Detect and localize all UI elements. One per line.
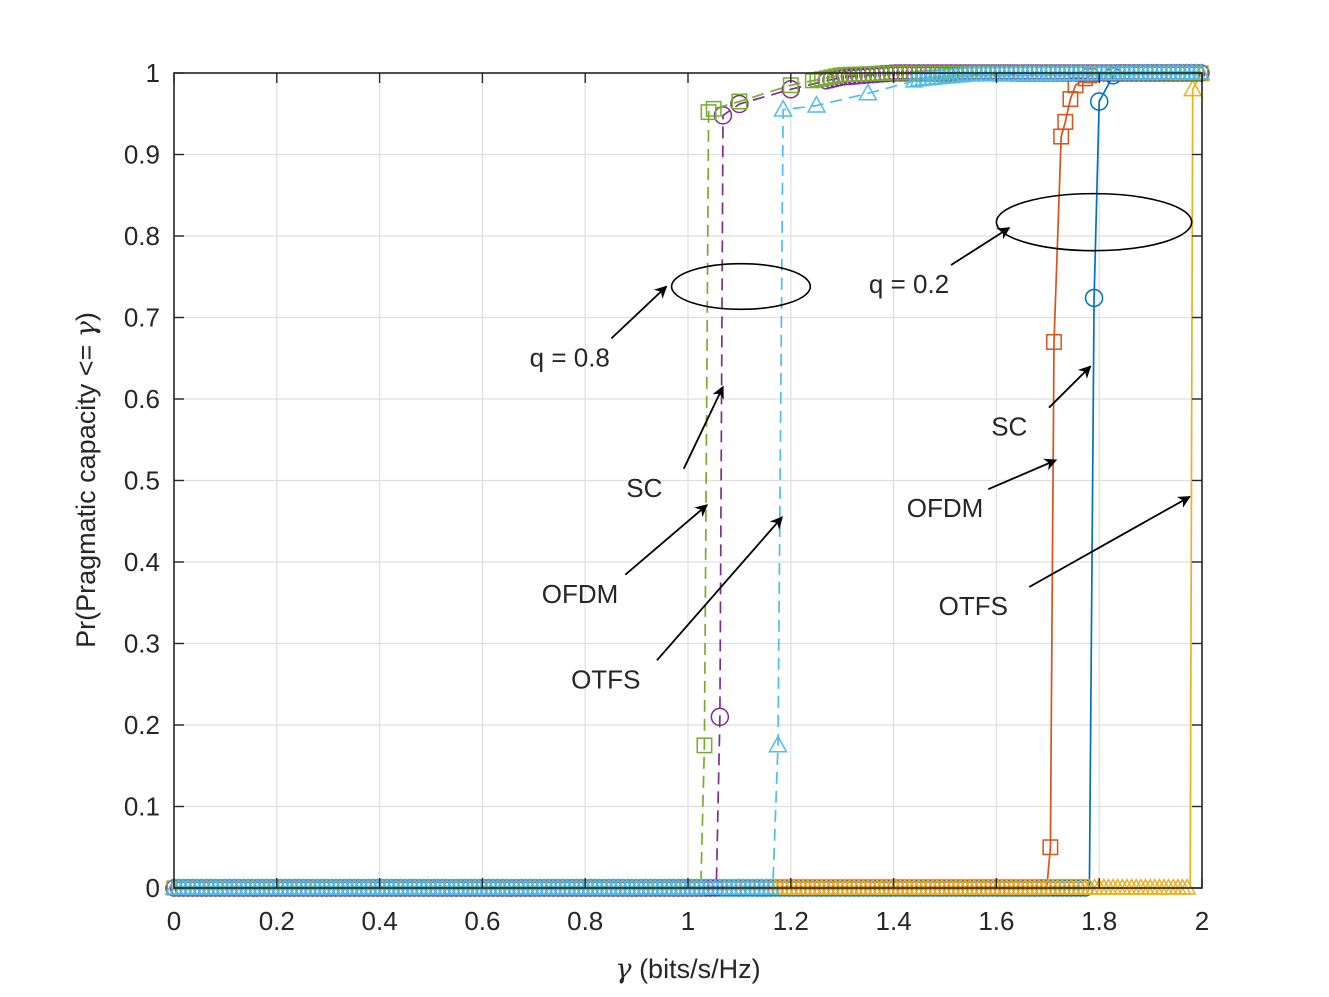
data-point-marker	[1067, 77, 1084, 94]
y-tick-label: 0.3	[124, 629, 160, 659]
y-axis-label-prefix: Pr(Pragmatic capacity <=	[71, 337, 101, 648]
y-tick-label: 0.6	[124, 384, 160, 414]
annotations: q = 0.8 SC OFDM OTFS q = 0.2 SC OFDM OTFS	[530, 192, 1193, 694]
annotation-arrow	[950, 227, 1011, 266]
y-tick-label: 0.7	[124, 303, 160, 333]
data-point-marker	[710, 707, 730, 727]
annotation-label: OTFS	[939, 591, 1008, 621]
data-point-marker	[1177, 878, 1197, 895]
data-point-marker	[858, 82, 878, 101]
data-point-marker	[1057, 113, 1074, 130]
data-point-marker	[1045, 333, 1062, 350]
annotation-label: SC	[626, 473, 662, 503]
annotation-arrow	[987, 458, 1058, 491]
data-point-marker	[806, 95, 827, 113]
data-point-marker	[768, 734, 788, 753]
annotation-label: q = 0.8	[530, 342, 610, 372]
x-tick-label: 0.4	[362, 906, 398, 936]
y-tick-label: 0.4	[124, 547, 160, 577]
data-point-marker	[1191, 63, 1211, 80]
y-tick-label: 0.5	[124, 466, 160, 496]
x-tick-label: 1.4	[876, 906, 912, 936]
data-point-marker	[700, 104, 717, 121]
y-tick-label: 0.2	[124, 710, 160, 740]
y-axis-label-symbol: γ	[71, 320, 102, 337]
y-tick-label: 1	[146, 58, 160, 88]
annotation-arrow	[1028, 496, 1191, 588]
data-point-marker	[696, 737, 713, 754]
annotation-label: OTFS	[571, 664, 640, 694]
data-point-marker	[773, 99, 793, 117]
annotation-label: OFDM	[542, 579, 619, 609]
data-point-marker	[705, 100, 722, 117]
annotation-arrow	[610, 285, 668, 340]
x-axis-label-symbol: γ	[615, 954, 632, 985]
x-tick-label: 1.8	[1081, 906, 1117, 936]
x-tick-label: 0.2	[259, 906, 295, 936]
x-axis-label: γ (bits/s/Hz)	[615, 954, 760, 985]
x-tick-label: 1.2	[773, 906, 809, 936]
grouping-ellipse	[670, 262, 812, 311]
data-point-marker	[1084, 288, 1104, 308]
y-tick-label: 0.9	[124, 140, 160, 170]
x-tick-label: 0.6	[464, 906, 500, 936]
x-tick-label: 1.6	[978, 906, 1014, 936]
data-point-marker	[1089, 92, 1109, 111]
x-tick-label: 0.8	[567, 906, 603, 936]
annotation-arrow	[682, 385, 724, 470]
y-tick-label: 0.1	[124, 792, 160, 822]
ticks: 0 0.2 0.4 0.6 0.8 1 1.2 1.4 1.6 1.8 2 0 0.1 0.2 0.3 0.4…	[124, 58, 1209, 936]
annotation-arrow	[656, 516, 783, 661]
series-line	[174, 72, 1203, 889]
x-tick-label: 0	[167, 906, 181, 936]
data-point-marker	[761, 878, 781, 895]
annotation-label: SC	[991, 412, 1027, 442]
grouping-ellipse	[995, 192, 1193, 252]
y-axis-label: Pr(Pragmatic capacity <= γ)	[71, 312, 102, 648]
series-line	[174, 72, 1202, 889]
y-tick-label: 0	[146, 873, 160, 903]
data-point-marker	[840, 67, 859, 86]
y-axis-label-suffix: )	[71, 312, 101, 321]
data-point-marker	[731, 93, 748, 110]
x-tick-label: 1	[681, 906, 695, 936]
data-point-marker	[730, 94, 749, 114]
annotation-label: q = 0.2	[869, 269, 949, 299]
x-tick-label: 2	[1195, 906, 1209, 936]
data-point-marker	[1042, 839, 1059, 856]
annotation-arrow	[624, 504, 708, 576]
x-axis-label-text: (bits/s/Hz)	[632, 954, 761, 984]
annotation-arrow	[1048, 365, 1092, 409]
annotation-label: OFDM	[907, 493, 984, 523]
data-point-marker	[1182, 78, 1203, 97]
y-tick-label: 0.8	[124, 221, 160, 251]
